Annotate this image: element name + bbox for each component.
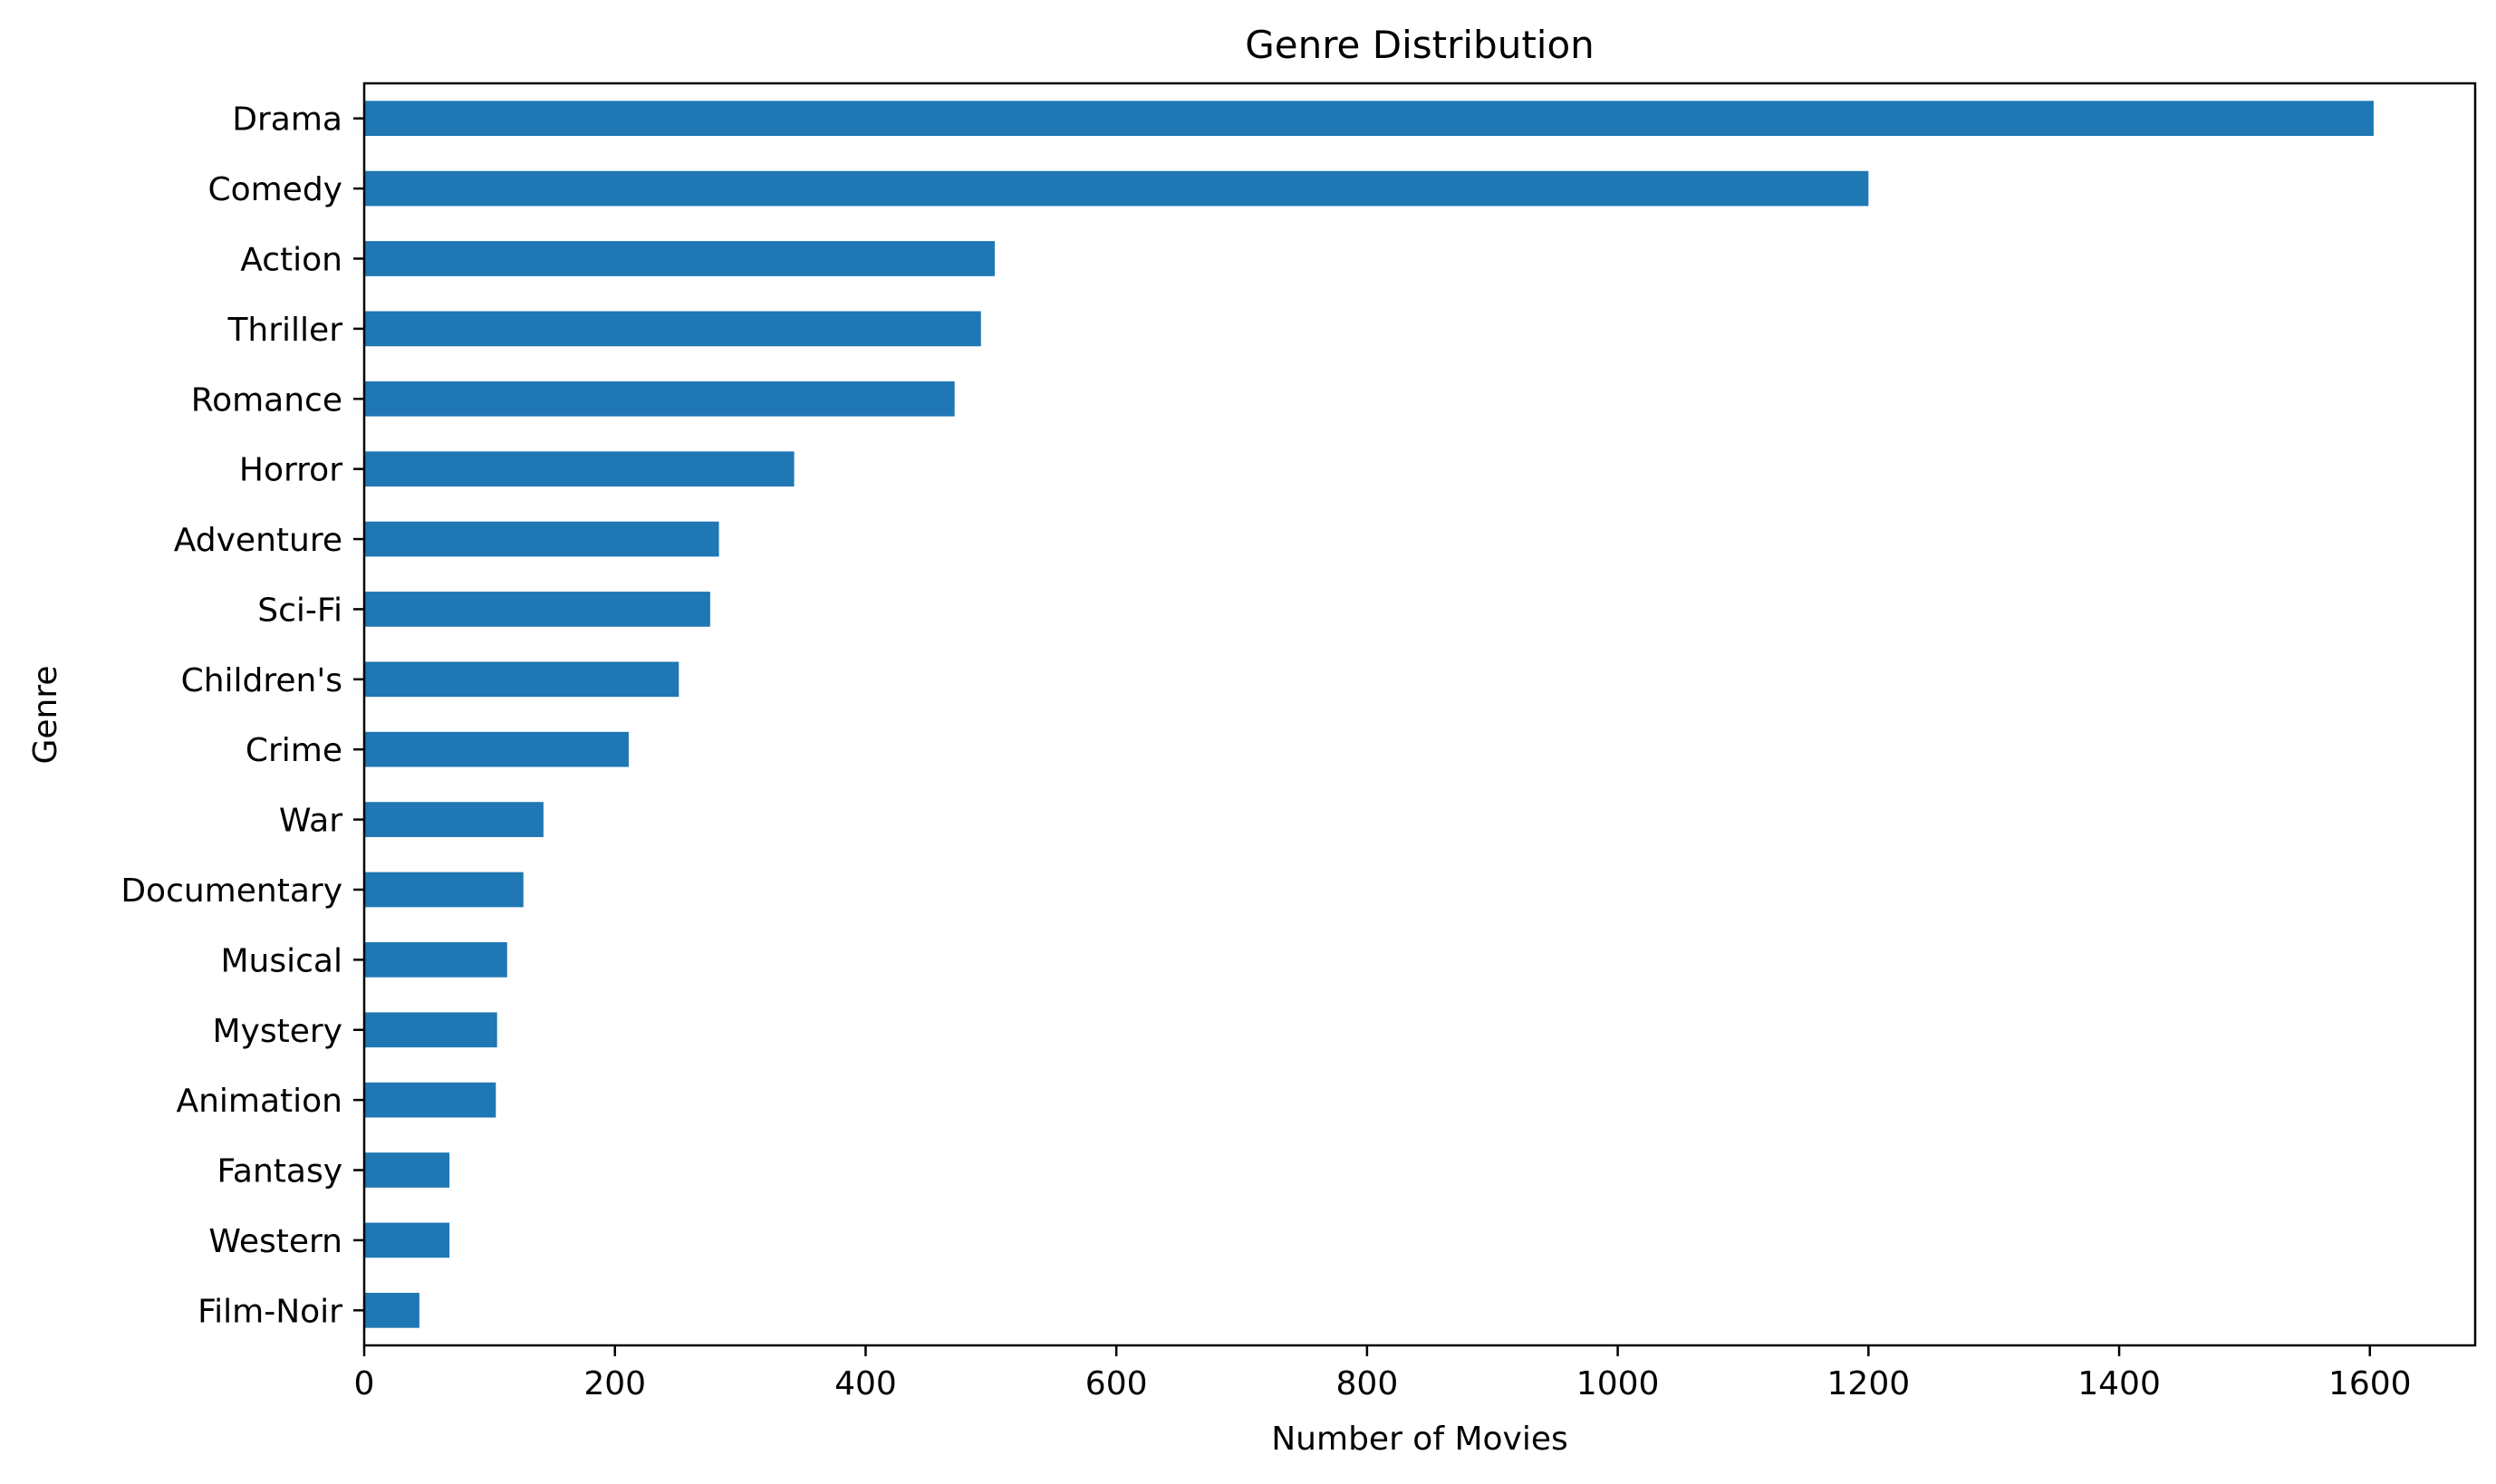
x-tick-label: 1200 <box>1827 1365 1911 1402</box>
plot-frame <box>362 82 2477 1347</box>
y-tick-label: Musical <box>221 942 343 979</box>
bar-documentary <box>364 872 524 908</box>
bar-western <box>364 1222 450 1258</box>
bar-crime <box>364 731 629 767</box>
bar-comedy <box>364 170 1869 207</box>
y-tick-label: Children's <box>181 662 342 699</box>
bar-fantasy <box>364 1152 450 1188</box>
x-tick-label: 1400 <box>2077 1365 2161 1402</box>
y-tick-label: Western <box>208 1223 342 1260</box>
chart-title: Genre Distribution <box>1245 23 1595 67</box>
x-axis-label: Number of Movies <box>1271 1421 1568 1458</box>
y-tick-label: Crime <box>246 732 342 769</box>
y-tick-label: Horror <box>239 452 342 489</box>
x-tick-label: 1600 <box>2328 1365 2412 1402</box>
bars-group <box>364 101 2374 1328</box>
y-axis-label: Genre <box>27 665 64 764</box>
bar-horror <box>364 451 795 487</box>
bar-adventure <box>364 521 719 557</box>
y-tick-label: Thriller <box>226 312 342 349</box>
bar-animation <box>364 1082 496 1118</box>
bar-romance <box>364 381 955 417</box>
x-tick-label: 200 <box>583 1365 646 1402</box>
y-tick-label: Action <box>240 241 342 278</box>
bar-war <box>364 802 544 837</box>
bar-mystery <box>364 1012 497 1048</box>
x-tick-label: 400 <box>834 1365 897 1402</box>
y-tick-label: War <box>279 803 342 840</box>
y-tick-label: Mystery <box>213 1013 343 1050</box>
y-tick-label: Film-Noir <box>198 1293 342 1330</box>
y-tick-label: Drama <box>232 101 342 139</box>
x-axis-ticks: 0 200 400 600 800 1000 1200 1400 1600 <box>354 1345 2412 1402</box>
x-tick-label: 800 <box>1336 1365 1399 1402</box>
y-tick-label: Documentary <box>120 872 342 910</box>
bar-thriller <box>364 311 981 347</box>
bar-musical <box>364 942 507 978</box>
y-tick-label: Animation <box>176 1083 342 1120</box>
y-tick-label: Comedy <box>207 171 342 208</box>
y-tick-label: Adventure <box>174 522 342 559</box>
y-tick-label: Sci-Fi <box>257 592 342 629</box>
y-tick-label: Romance <box>191 381 342 419</box>
bar-film-noir <box>364 1292 419 1328</box>
y-axis-ticks: Drama Comedy Action Thriller Romance Horror Ad… <box>120 101 364 1330</box>
bar-sci-fi <box>364 592 710 627</box>
x-tick-label: 1000 <box>1576 1365 1660 1402</box>
x-tick-label: 600 <box>1085 1365 1148 1402</box>
bar-action <box>364 241 995 276</box>
bar-drama <box>364 101 2374 137</box>
x-tick-label: 0 <box>354 1365 375 1402</box>
bar-children-s <box>364 661 679 698</box>
y-tick-label: Fantasy <box>217 1153 342 1190</box>
